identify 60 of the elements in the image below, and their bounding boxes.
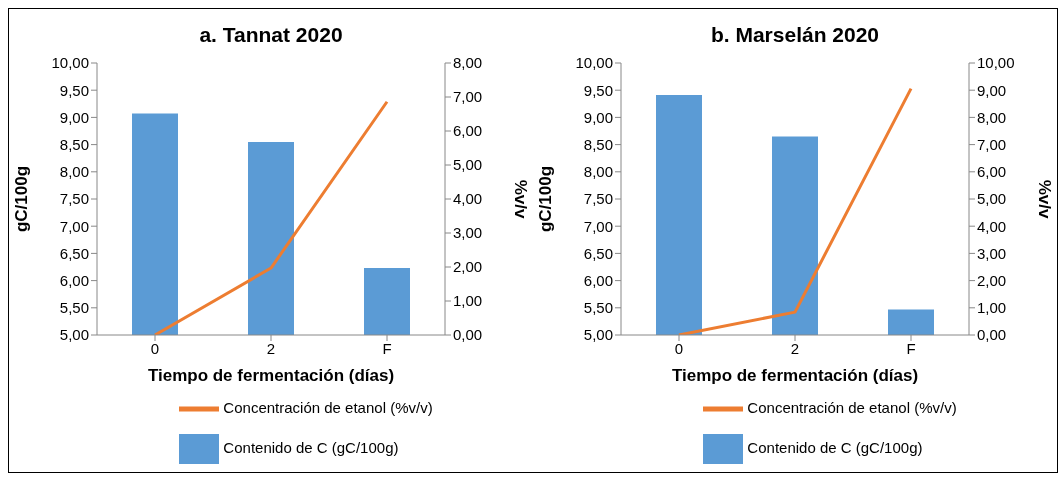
y2-tick-label: 3,00 bbox=[453, 224, 483, 242]
y-tick-label: 6,00 bbox=[583, 271, 613, 289]
y2-tick-label: 6,00 bbox=[977, 163, 1007, 181]
y-tick-label: 7,50 bbox=[583, 190, 613, 208]
y2-tick-label: 7,00 bbox=[977, 135, 1007, 153]
x-tick-label: F bbox=[382, 339, 392, 357]
y-tick-label: 5,50 bbox=[583, 299, 613, 317]
y-tick-label: 5,00 bbox=[583, 326, 613, 344]
y-tick-label: 6,00 bbox=[59, 271, 89, 289]
legend-label: Contenido de C (gC/100g) bbox=[223, 438, 399, 456]
y2-tick-label: 6,00 bbox=[453, 122, 483, 140]
y2-tick-label: 10,00 bbox=[977, 54, 1015, 72]
y-tick-label: 10,00 bbox=[575, 54, 613, 72]
y2-tick-label: 1,00 bbox=[977, 299, 1007, 317]
legend-label: Concentración de etanol (%v/v) bbox=[223, 398, 433, 416]
x-tick-label: 2 bbox=[790, 339, 800, 357]
y-tick-label: 7,00 bbox=[583, 217, 613, 235]
chart-title: b. Marselán 2020 bbox=[709, 23, 881, 48]
y2-axis-title: %v/v bbox=[510, 179, 530, 219]
y2-tick-label: 4,00 bbox=[453, 190, 483, 208]
y-tick-label: 9,50 bbox=[583, 81, 613, 99]
y2-tick-label: 7,00 bbox=[453, 88, 483, 106]
y-tick-label: 5,00 bbox=[59, 326, 89, 344]
y-tick-label: 5,50 bbox=[59, 299, 89, 317]
y-tick-label: 8,00 bbox=[583, 163, 613, 181]
legend-label: Contenido de C (gC/100g) bbox=[747, 438, 923, 456]
y-tick-label: 6,50 bbox=[583, 244, 613, 262]
x-axis-title: Tiempo de fermentación (días) bbox=[671, 366, 919, 385]
y-tick-label: 8,50 bbox=[583, 135, 613, 153]
x-tick-label: 2 bbox=[266, 339, 276, 357]
y-tick-label: 7,00 bbox=[59, 217, 89, 235]
y2-tick-label: 5,00 bbox=[453, 156, 483, 174]
y-axis-title: gC/100g bbox=[536, 165, 556, 233]
x-tick-label: 0 bbox=[674, 339, 684, 357]
y2-tick-label: 8,00 bbox=[453, 54, 483, 72]
y2-tick-label: 2,00 bbox=[453, 258, 483, 276]
x-tick-label: F bbox=[906, 339, 916, 357]
y2-tick-label: 4,00 bbox=[977, 217, 1007, 235]
y2-tick-label: 2,00 bbox=[977, 271, 1007, 289]
y-axis-title: gC/100g bbox=[12, 165, 32, 233]
legend-label: Concentración de etanol (%v/v) bbox=[747, 398, 957, 416]
x-tick-label: 0 bbox=[150, 339, 160, 357]
y-tick-label: 7,50 bbox=[59, 190, 89, 208]
chart-title: a. Tannat 2020 bbox=[198, 23, 344, 48]
y-tick-label: 6,50 bbox=[59, 244, 89, 262]
y2-axis-title: %v/v bbox=[1034, 179, 1054, 219]
y2-tick-label: 0,00 bbox=[453, 326, 483, 344]
y-tick-label: 9,50 bbox=[59, 81, 89, 99]
y2-tick-label: 9,00 bbox=[977, 81, 1007, 99]
y2-tick-label: 5,00 bbox=[977, 190, 1007, 208]
y-tick-label: 8,00 bbox=[59, 163, 89, 181]
y2-tick-label: 3,00 bbox=[977, 244, 1007, 262]
y2-tick-label: 1,00 bbox=[453, 292, 483, 310]
y2-tick-label: 8,00 bbox=[977, 108, 1007, 126]
x-axis-title: Tiempo de fermentación (días) bbox=[147, 366, 395, 385]
y2-tick-label: 0,00 bbox=[977, 326, 1007, 344]
y-tick-label: 9,00 bbox=[59, 108, 89, 126]
y-tick-label: 9,00 bbox=[583, 108, 613, 126]
y-tick-label: 10,00 bbox=[51, 54, 89, 72]
y-tick-label: 8,50 bbox=[59, 135, 89, 153]
